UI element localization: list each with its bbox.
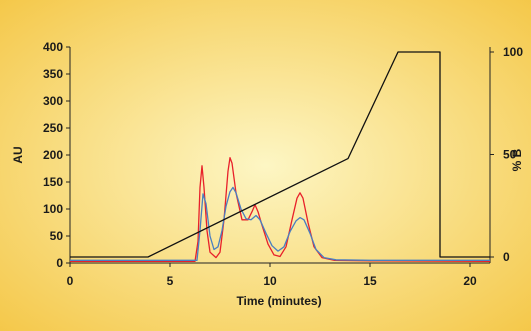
y-axis-title: AU (11, 146, 25, 163)
x-axis-title: Time (minutes) (236, 294, 321, 308)
x-tick-label: 10 (263, 274, 277, 288)
x-tick-label: 15 (363, 274, 377, 288)
gradient-percent-b-trace (70, 51, 490, 258)
y2-axis-title: % B (510, 148, 524, 171)
y2-tick-label: 100 (503, 45, 523, 59)
x-tick-label: 5 (167, 274, 174, 288)
y-tick-label: 50 (50, 229, 64, 243)
red-absorbance-trace (70, 157, 491, 263)
y-tick-label: 200 (43, 148, 63, 162)
y-tick-label: 150 (43, 175, 63, 189)
series-layer (70, 51, 491, 263)
y2-tick-label: 50 (503, 148, 517, 162)
x-tick-label: 20 (463, 274, 477, 288)
blue-absorbance-trace (70, 186, 490, 261)
y-tick-label: 250 (43, 121, 63, 135)
y-tick-label: 0 (56, 256, 63, 270)
y-tick-label: 100 (43, 202, 63, 216)
y2-tick-label: 0 (503, 250, 510, 264)
y-tick-label: 300 (43, 94, 63, 108)
y-tick-label: 350 (43, 67, 63, 81)
y-tick-label: 400 (43, 40, 63, 54)
x-tick-label: 0 (67, 274, 74, 288)
